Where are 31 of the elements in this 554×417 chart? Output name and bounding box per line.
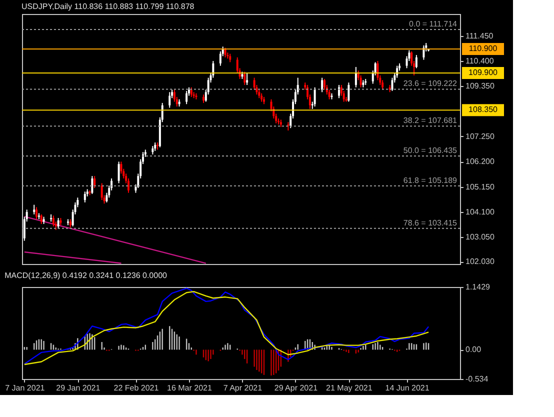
x-tick-label: 22 Feb 2021: [114, 384, 160, 392]
ref-line-label: 78.6 = 103.415: [403, 218, 458, 228]
y-tick-label: 110.400: [466, 56, 494, 66]
chart-title: MACD(12,26,9) 0.4192 0.3241 0.1236 0.0000: [4, 271, 168, 280]
ref-line-label: 109.900: [468, 68, 498, 77]
chart-title: USDJPY,Daily 110.836 110.883 110.799 110.878: [22, 2, 195, 11]
ref-line-label: 38.2 = 107.681: [403, 116, 458, 126]
x-tick-label: 7 Apr 2021: [223, 384, 263, 392]
y-tick-label: 107.250: [466, 132, 495, 141]
x-tick-label: 14 Jun 2021: [385, 384, 430, 392]
x-tick-label: 21 May 2021: [326, 384, 373, 392]
y-tick-label: 103.050: [466, 232, 495, 242]
ref-line-label: 110.900: [468, 44, 498, 53]
y-tick-label: 105.150: [466, 182, 495, 192]
ref-line-label: 0.0 = 111.714: [409, 19, 458, 28]
x-tick-label: 16 Mar 2021: [167, 384, 212, 392]
ref-line-label: 50.0 = 106.435: [403, 146, 458, 156]
ref-line-label: 23.6 = 109.222: [403, 79, 458, 88]
x-tick-label: 7 Jan 2021: [5, 384, 46, 392]
y-tick-label: 111.450: [466, 31, 494, 40]
y-tick-label: 1.1429: [466, 282, 491, 292]
x-tick-label: 29 Apr 2021: [274, 384, 318, 392]
y-tick-label: -0.534: [466, 374, 489, 384]
y-tick-label: 0.00: [466, 345, 482, 354]
y-tick-label: 109.350: [466, 82, 495, 91]
y-tick-label: 106.200: [466, 157, 495, 166]
y-tick-label: 104.100: [466, 207, 495, 216]
x-tick-label: 29 Jan 2021: [56, 384, 101, 392]
ref-line-label: 61.8 = 105.189: [403, 176, 458, 185]
ref-line-label: 108.350: [468, 105, 498, 114]
y-tick-label: 102.030: [466, 257, 495, 266]
